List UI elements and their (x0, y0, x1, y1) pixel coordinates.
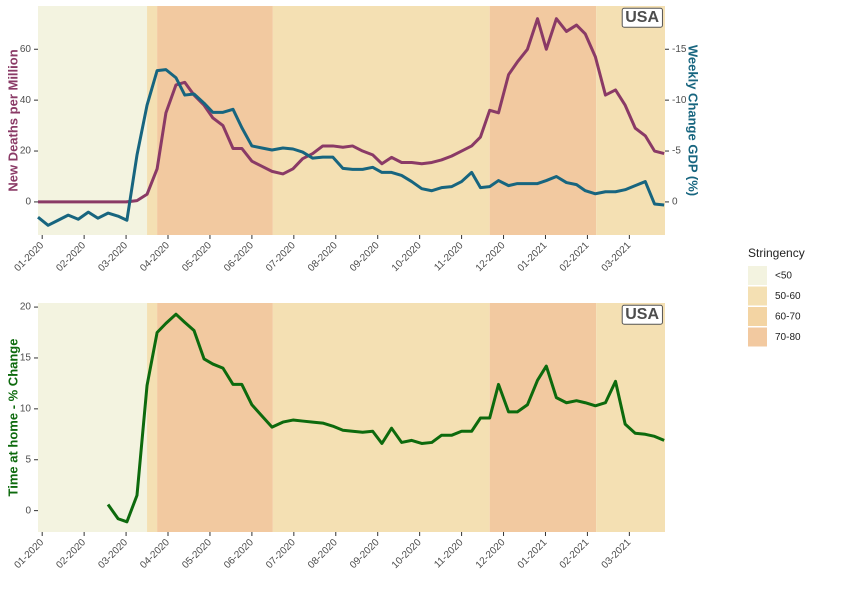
y-tick-label: 0 (25, 505, 31, 516)
x-tick-label: 06-2020 (222, 240, 256, 274)
legend-label: 60-70 (775, 312, 801, 323)
legend-swatch (748, 327, 767, 347)
legend-label: <50 (775, 271, 792, 282)
x-tick-label: 03-2020 (96, 240, 130, 274)
y2-axis-title: Weekly Change GDP (%) (686, 45, 701, 196)
stringency-band (489, 303, 597, 532)
legend-title: Stringency (748, 246, 805, 260)
x-tick-label: 12-2020 (474, 537, 508, 571)
y-tick-label: 20 (20, 146, 32, 157)
y-axis-title: New Deaths per Million (5, 49, 20, 191)
data-line (38, 17, 665, 204)
x-tick-label: 02-2021 (558, 240, 592, 274)
stringency-band (147, 6, 158, 235)
x-tick-label: 01-2021 (516, 240, 550, 274)
y-tick-label: 5 (25, 454, 31, 465)
x-tick-label: 05-2020 (180, 537, 214, 571)
x-tick-label: 09-2020 (348, 537, 382, 571)
stringency-band (596, 303, 665, 532)
legend-label: 50-60 (775, 291, 801, 302)
x-tick-label: 09-2020 (348, 240, 382, 274)
x-tick-label: 12-2020 (474, 240, 508, 274)
x-tick-label: 03-2020 (96, 537, 130, 571)
annotation-box (621, 7, 663, 28)
x-tick-label: 07-2020 (264, 240, 298, 274)
x-tick-label: 03-2021 (600, 537, 634, 571)
x-tick-label: 08-2020 (306, 537, 340, 571)
x-tick-label: 06-2020 (222, 537, 256, 571)
annotation: USA (625, 306, 659, 323)
x-tick-label: 04-2020 (138, 240, 172, 274)
x-tick-label: 10-2020 (390, 240, 424, 274)
x-tick-label: 03-2021 (600, 240, 634, 274)
annotation-box (621, 304, 663, 325)
y2-tick-label: -5 (672, 146, 681, 157)
legend-swatch (748, 307, 767, 326)
legend-label: 70-80 (775, 332, 801, 343)
x-tick-label: 07-2020 (264, 537, 298, 571)
legend-swatch (748, 266, 767, 285)
stringency-band (272, 6, 490, 235)
stringency-band (272, 303, 490, 532)
y2-tick-label: -10 (672, 95, 687, 106)
y-axis-title: Time at home - % Change (5, 339, 20, 497)
x-tick-label: 11-2020 (432, 537, 466, 571)
stringency-band (157, 303, 273, 532)
x-tick-label: 11-2020 (432, 240, 466, 274)
stringency-band (489, 6, 597, 235)
stringency-band (147, 303, 158, 532)
legend-swatch (748, 286, 767, 306)
y-tick-label: 0 (25, 197, 31, 208)
stringency-band (38, 303, 148, 532)
y-tick-label: 40 (20, 95, 32, 106)
y-tick-label: 60 (20, 44, 32, 55)
data-line (106, 312, 665, 524)
x-tick-label: 02-2020 (54, 240, 88, 274)
y-tick-label: 20 (20, 302, 32, 313)
stringency-band (38, 6, 148, 235)
x-tick-label: 02-2020 (54, 537, 88, 571)
x-tick-label: 10-2020 (390, 537, 424, 571)
x-tick-label: 04-2020 (138, 537, 172, 571)
x-tick-label: 01-2020 (12, 537, 46, 571)
x-tick-label: 01-2020 (12, 240, 46, 274)
y2-tick-label: -15 (672, 44, 687, 55)
data-line (37, 68, 665, 227)
x-tick-label: 02-2021 (558, 537, 592, 571)
x-tick-label: 05-2020 (180, 240, 214, 274)
y-tick-label: 10 (20, 403, 32, 414)
x-tick-label: 08-2020 (306, 240, 340, 274)
y-tick-label: 15 (20, 353, 32, 364)
annotation: USA (625, 9, 659, 26)
x-tick-label: 01-2021 (516, 537, 550, 571)
y2-tick-label: 0 (672, 197, 678, 208)
